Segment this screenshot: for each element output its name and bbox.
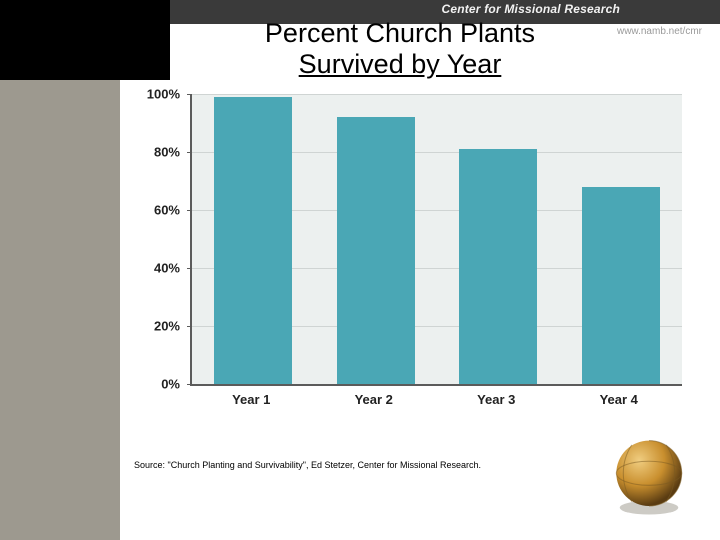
y-tickmark <box>187 384 192 385</box>
y-tick-label: 60% <box>132 203 186 218</box>
x-tick-label: Year 1 <box>191 392 311 407</box>
title-line-2: Survived by Year <box>299 49 502 79</box>
org-url: www.namb.net/cmr <box>617 26 702 37</box>
y-tickmark <box>187 268 192 269</box>
y-tick-label: 40% <box>132 261 186 276</box>
y-tickmark <box>187 210 192 211</box>
y-tick-label: 20% <box>132 319 186 334</box>
y-tickmark <box>187 326 192 327</box>
slide: Center for Missional Research www.namb.n… <box>0 0 720 540</box>
y-tick-label: 0% <box>132 377 186 392</box>
bar-chart: 0% 20% 40% 60% 80% 100% Year 1Year 2Year 3Yea… <box>132 88 692 418</box>
bars-layer <box>192 94 682 384</box>
title-line-1: Percent Church Plants <box>265 18 535 48</box>
x-axis-labels: Year 1Year 2Year 3Year 4 <box>190 388 680 412</box>
bar <box>337 117 415 384</box>
x-tick-label: Year 3 <box>436 392 556 407</box>
y-tickmark <box>187 94 192 95</box>
y-tickmark <box>187 152 192 153</box>
side-band <box>0 0 120 540</box>
x-tick-label: Year 4 <box>559 392 679 407</box>
page-title: Percent Church Plants Survived by Year <box>190 18 610 80</box>
y-tick-label: 80% <box>132 145 186 160</box>
corner-block <box>0 0 170 80</box>
x-tick-label: Year 2 <box>314 392 434 407</box>
org-label: Center for Missional Research <box>441 2 620 16</box>
source-citation: Source: "Church Planting and Survivabili… <box>134 460 554 472</box>
bar <box>214 97 292 384</box>
plot-area <box>190 94 682 386</box>
globe-icon <box>606 432 692 518</box>
y-tick-label: 100% <box>132 87 186 102</box>
y-axis-ticks: 0%20%40%60%80%100% <box>132 94 186 384</box>
bar <box>459 149 537 384</box>
bar <box>582 187 660 384</box>
